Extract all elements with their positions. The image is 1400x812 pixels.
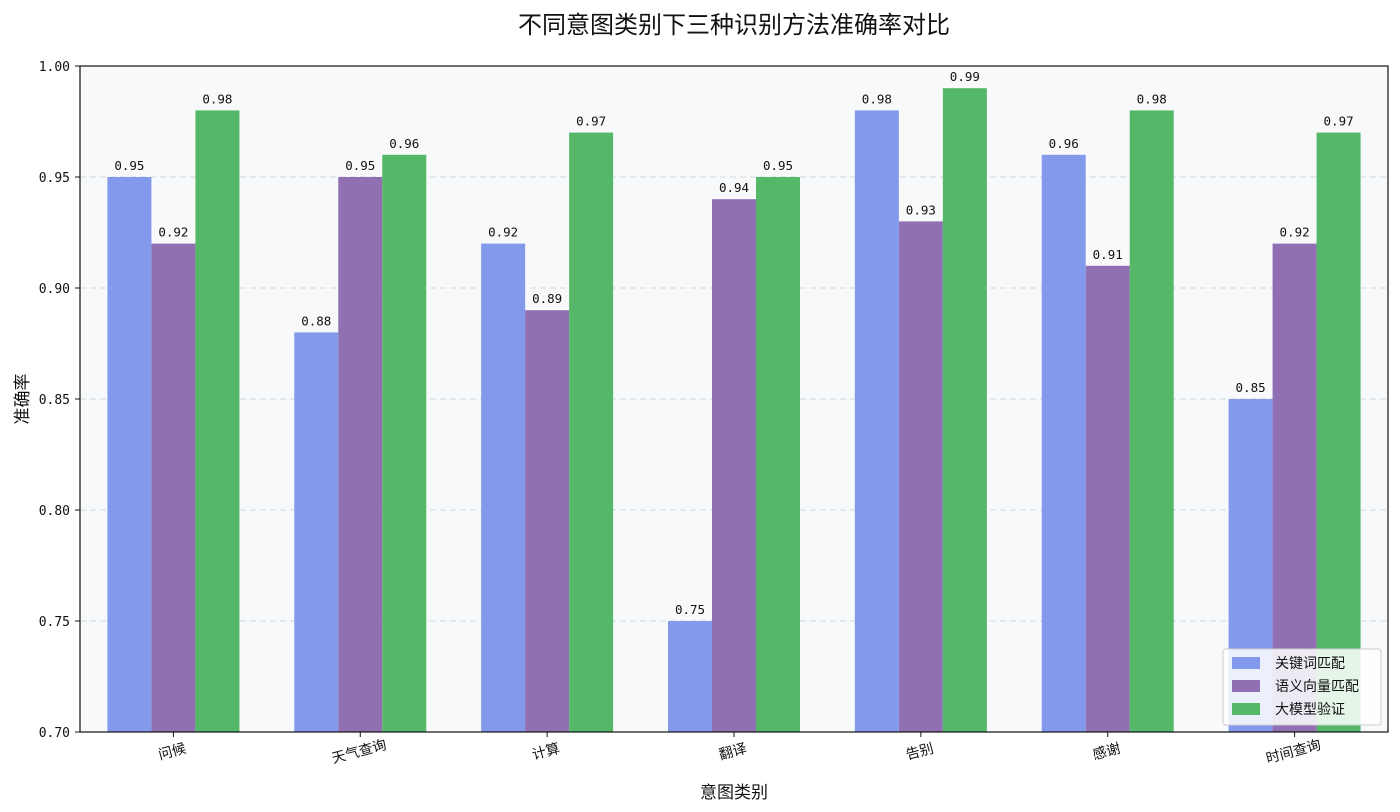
legend-label: 大模型验证 bbox=[1275, 702, 1345, 718]
data-label: 0.96 bbox=[1049, 136, 1079, 151]
x-tick-label: 告别 bbox=[904, 741, 935, 764]
y-tick-label: 0.95 bbox=[39, 171, 70, 186]
bar bbox=[898, 221, 943, 732]
x-axis-label: 意图类别 bbox=[700, 783, 768, 803]
data-label: 0.89 bbox=[532, 291, 562, 306]
data-label: 0.95 bbox=[345, 158, 375, 173]
plot-frame bbox=[79, 65, 1389, 733]
data-label: 0.75 bbox=[675, 602, 705, 617]
data-label: 0.92 bbox=[158, 225, 188, 240]
bar bbox=[942, 88, 987, 732]
legend-frame bbox=[1222, 648, 1382, 726]
data-label: 0.88 bbox=[301, 313, 331, 328]
data-label: 0.92 bbox=[1280, 225, 1310, 240]
data-label: 0.97 bbox=[576, 114, 606, 129]
bar bbox=[712, 199, 756, 732]
chart-title: 不同意图类别下三种识别方法准确率对比 bbox=[518, 11, 950, 39]
bar bbox=[151, 243, 196, 732]
data-label: 0.98 bbox=[862, 91, 892, 106]
y-tick-label: 0.85 bbox=[39, 393, 70, 408]
y-tick-label: 0.75 bbox=[39, 615, 70, 630]
data-label: 0.93 bbox=[906, 202, 936, 217]
bar bbox=[668, 621, 712, 732]
data-label: 0.96 bbox=[389, 136, 419, 151]
data-label: 0.85 bbox=[1236, 380, 1266, 395]
bar bbox=[107, 177, 152, 732]
data-label: 0.91 bbox=[1093, 247, 1123, 262]
bar bbox=[294, 332, 339, 732]
y-tick-label: 0.70 bbox=[39, 726, 70, 741]
data-label: 0.98 bbox=[202, 91, 232, 106]
legend-label: 关键词匹配 bbox=[1275, 656, 1345, 672]
y-tick-label: 0.80 bbox=[39, 504, 70, 519]
x-tick-label: 计算 bbox=[531, 741, 562, 764]
x-tick-label: 时间查询 bbox=[1264, 737, 1322, 767]
x-tick-label: 感谢 bbox=[1091, 740, 1122, 764]
bar bbox=[525, 310, 570, 732]
data-label: 0.99 bbox=[950, 69, 980, 84]
bar bbox=[1316, 132, 1361, 733]
x-tick-label: 翻译 bbox=[717, 741, 748, 764]
bar bbox=[382, 154, 427, 733]
bar bbox=[854, 110, 899, 732]
data-label: 0.92 bbox=[488, 225, 518, 240]
legend-swatch bbox=[1232, 703, 1260, 715]
data-label: 0.95 bbox=[763, 158, 793, 173]
bar bbox=[338, 177, 383, 732]
legend-swatch bbox=[1232, 657, 1260, 669]
x-tick-label: 问候 bbox=[157, 741, 188, 764]
data-label: 0.97 bbox=[1324, 114, 1354, 129]
data-label: 0.95 bbox=[114, 158, 144, 173]
y-tick-label: 1.00 bbox=[39, 60, 70, 75]
legend-swatch bbox=[1232, 680, 1260, 692]
bar bbox=[569, 132, 614, 733]
x-tick-label: 天气查询 bbox=[330, 737, 388, 767]
bar bbox=[756, 177, 800, 732]
bar bbox=[1129, 110, 1174, 732]
y-axis-label: 准确率 bbox=[13, 374, 33, 425]
plot-area: 0.70 0.75 0.80 0.85 0.90 0.95 1.00 0.95 0.92 0.98… bbox=[39, 60, 1389, 767]
bar bbox=[195, 110, 240, 732]
bar bbox=[1085, 265, 1130, 732]
data-label: 0.98 bbox=[1137, 91, 1167, 106]
y-tick-label: 0.90 bbox=[39, 282, 70, 297]
bar bbox=[1041, 154, 1086, 733]
bar bbox=[481, 243, 526, 732]
data-label: 0.94 bbox=[719, 180, 749, 195]
legend-label: 语义向量匹配 bbox=[1275, 679, 1359, 695]
